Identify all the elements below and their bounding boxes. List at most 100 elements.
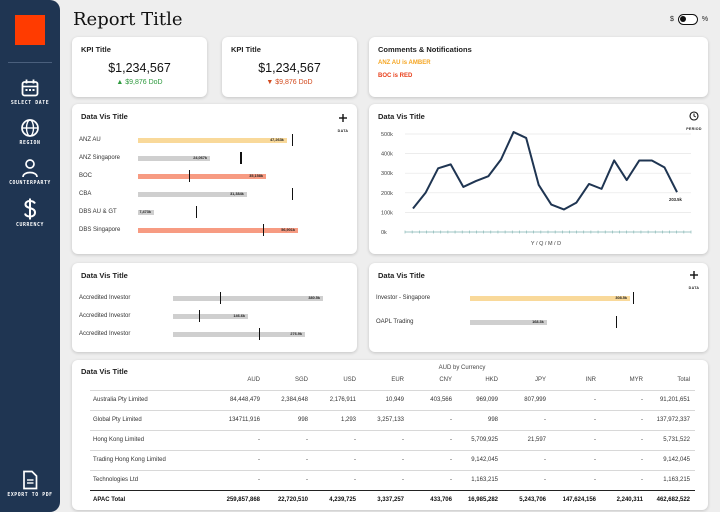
kpi-card: KPI Title $1,234,567 ▼ $9,876 DoD [222, 37, 357, 97]
unit-toggle[interactable]: $ % [670, 13, 708, 25]
table-row-name: Global Pty Limited [93, 417, 142, 423]
bullet-row-value: 35,158k [249, 174, 263, 178]
bullet-chart-card: Data Vis Title DATA Investor - Singapore… [369, 263, 708, 352]
bullet-chart-card: Data Vis Title DATA ANZ AU 47,263k ANZ Sin… [72, 104, 357, 254]
page-title: Report Title [73, 9, 183, 30]
table-cell: - [450, 417, 452, 423]
sidebar: SELECT DATE REGION COUNTERPARTY CURRENCY… [0, 0, 60, 512]
table-cell: 969,099 [476, 397, 498, 403]
table-cell: 10,949 [385, 397, 404, 403]
table-cell: - [594, 477, 596, 483]
sidebar-divider [8, 62, 52, 63]
bullet-row-value: 31,384k [230, 192, 244, 196]
table-divider [90, 430, 695, 431]
table-column-header: MYR [629, 377, 643, 383]
bullet-row-value: 276.9k [290, 332, 302, 336]
bullet-row-bar[interactable]: 35,158k [138, 174, 266, 179]
bullet-target-marker [262, 224, 264, 236]
sidebar-item-currency[interactable]: CURRENCY [0, 198, 60, 228]
notification-amber[interactable]: ANZ AU is AMBER [378, 60, 431, 66]
period-button[interactable]: PERIOD [685, 108, 703, 131]
kpi-delta: ▼ $9,876 DoD [266, 79, 313, 86]
table-cell: - [641, 397, 643, 403]
bullet-row-label: DBS AU & GT [79, 209, 117, 215]
button-label: PERIOD [686, 127, 702, 131]
bullet-row-bar[interactable]: 276.9k [173, 332, 305, 337]
bullet-row-track: 7,473k [138, 210, 298, 215]
bullet-row-bar[interactable]: 7,473k [138, 210, 154, 215]
bullet-row-track: 47,263k [138, 138, 298, 143]
bullet-row-label: ANZ AU [79, 137, 101, 143]
notification-red[interactable]: BOC is RED [378, 73, 413, 79]
table-cell: - [354, 457, 356, 463]
person-icon [22, 159, 38, 178]
y-tick-label: 100k [381, 210, 393, 216]
sidebar-item-select-date[interactable]: SELECT DATE [0, 78, 60, 106]
chart-title: Data Vis Title [378, 112, 425, 121]
bullet-row-bar[interactable]: 168.3k [470, 320, 547, 325]
comments-title: Comments & Notifications [378, 45, 472, 54]
table-divider [90, 450, 695, 451]
kpi-title: KPI Title [81, 45, 111, 54]
clock-icon [689, 111, 699, 121]
toggle-switch[interactable] [677, 13, 698, 25]
table-cell: 9,142,045 [663, 457, 690, 463]
button-label: DATA [688, 286, 700, 290]
bullet-row-label: ANZ Singapore [79, 155, 121, 161]
table-cell: 1,163,215 [663, 477, 690, 483]
table-cell: 259,857,868 [226, 497, 260, 503]
line-chart-card: Data Vis Title PERIOD 0k 100k 200k 300k 400k… [369, 104, 708, 254]
line-series [412, 131, 678, 211]
table-cell: 9,142,045 [471, 457, 498, 463]
bullet-target-marker [615, 316, 617, 328]
bullet-row-bar[interactable]: 146.6k [173, 314, 248, 319]
add-data-button[interactable]: DATA [334, 110, 352, 133]
table-cell: 1,293 [340, 417, 356, 423]
table-total-label: APAC Total [93, 497, 126, 503]
table-cell: 433,706 [430, 497, 452, 503]
table-cell: - [641, 477, 643, 483]
bullet-row-value: 24,067k [193, 156, 207, 160]
sidebar-item-region[interactable]: REGION [0, 118, 60, 146]
table-cell: - [544, 457, 546, 463]
export-label: EXPORT TO PDF [7, 493, 53, 498]
table-cell: 137,972,337 [656, 417, 690, 423]
table-cell: - [450, 437, 452, 443]
add-data-button[interactable]: DATA [685, 267, 703, 290]
sidebar-item-counterparty[interactable]: COUNTERPARTY [0, 158, 60, 186]
table-cell: - [641, 417, 643, 423]
table-cell: - [354, 437, 356, 443]
comments-card: Comments & Notifications ANZ AU is AMBER… [369, 37, 708, 97]
y-tick-label: 0k [381, 230, 387, 236]
bullet-row-label: DBS Singapore [79, 227, 121, 233]
table-column-header: INR [585, 377, 596, 383]
table-cell: - [594, 437, 596, 443]
bullet-row-bar[interactable]: 308.5k [470, 296, 630, 301]
table-cell: - [402, 477, 404, 483]
bullet-chart-card: Data Vis Title Accredited Investor 380.5k… [72, 263, 357, 352]
table-cell: - [641, 437, 643, 443]
table-column-header: SGD [294, 377, 308, 383]
bullet-row-bar[interactable]: 47,263k [138, 138, 287, 143]
bullet-row-bar[interactable]: 56,901k [138, 228, 298, 233]
bullet-row-bar[interactable]: 24,067k [138, 156, 210, 161]
table-cell: 134711,916 [228, 417, 260, 423]
table-cell: 1,163,215 [471, 477, 498, 483]
table-column-header: Total [677, 377, 690, 383]
bullet-row-bar[interactable]: 380.5k [173, 296, 323, 301]
bullet-row-track: 24,067k [138, 156, 298, 161]
table-column-header: JPY [534, 377, 546, 383]
bullet-row-track: 380.5k [173, 296, 323, 301]
kpi-title: KPI Title [231, 45, 261, 54]
bullet-row-label: OAPL Trading [376, 319, 414, 325]
table-cell: 4,239,725 [329, 497, 356, 503]
export-pdf-button[interactable]: EXPORT TO PDF [0, 470, 60, 498]
last-value-label: 203.5k [669, 197, 682, 202]
bullet-row-track: 56,901k [138, 228, 298, 233]
table-cell: 3,257,133 [377, 417, 404, 423]
table-cell: 147,624,156 [562, 497, 596, 503]
bullet-row-bar[interactable]: 31,384k [138, 192, 247, 197]
bullet-row-value: 380.5k [308, 296, 320, 300]
bullet-target-marker [195, 206, 197, 218]
bullet-row-track: 31,384k [138, 192, 298, 197]
